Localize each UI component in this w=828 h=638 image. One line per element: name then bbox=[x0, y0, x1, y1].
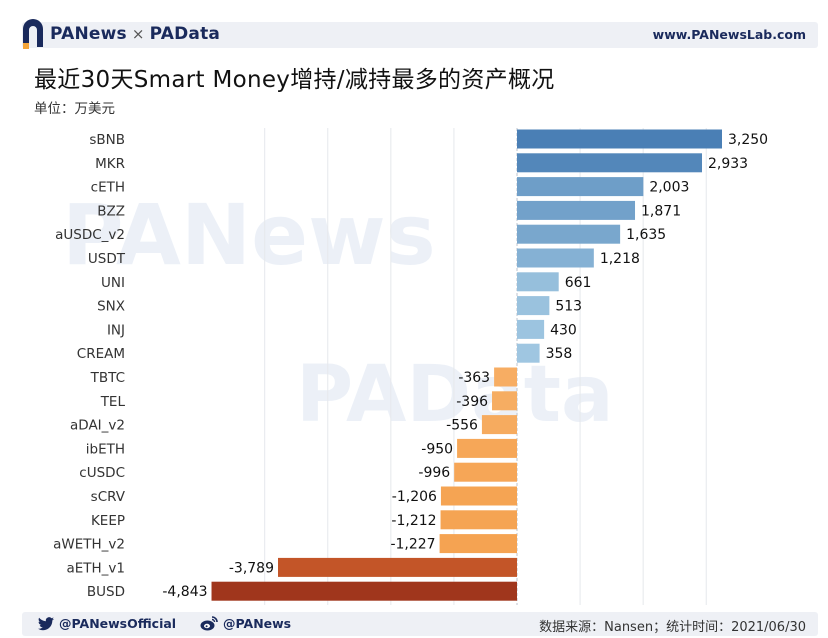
bar-MKR bbox=[517, 153, 703, 173]
footer-bar bbox=[22, 612, 818, 636]
value-label: 1,871 bbox=[641, 203, 681, 219]
bar-cETH bbox=[517, 177, 644, 197]
bar-aDAI_v2 bbox=[481, 415, 517, 435]
chart-title: 最近30天Smart Money增持/减持最多的资产概况 bbox=[34, 67, 555, 93]
category-label: sCRV bbox=[91, 489, 126, 505]
label-layer: sBNB 3,250 MKR 2,933 cETH 2,003 BZZ 1,871 aUSDC_… bbox=[53, 132, 768, 600]
grid-layer bbox=[264, 128, 707, 605]
bar-CREAM bbox=[517, 343, 540, 363]
footer-weibo[interactable]: @PANews bbox=[200, 616, 291, 631]
category-label: sBNB bbox=[89, 132, 125, 148]
value-label: -396 bbox=[456, 394, 488, 410]
category-label: BUSD bbox=[87, 584, 125, 600]
value-label: 2,003 bbox=[649, 180, 689, 196]
category-label: aDAI_v2 bbox=[70, 418, 125, 434]
category-label: KEEP bbox=[91, 513, 125, 529]
value-label: 358 bbox=[546, 346, 573, 362]
value-label: 2,933 bbox=[708, 156, 748, 172]
value-label: -1,206 bbox=[392, 489, 437, 505]
category-label: TEL bbox=[100, 394, 126, 410]
category-label: ibETH bbox=[86, 441, 125, 457]
weibo-handle: @PANews bbox=[223, 616, 292, 631]
header-bar bbox=[22, 22, 818, 48]
bar-cUSDC bbox=[454, 462, 517, 482]
bar-chart: sBNB 3,250 MKR 2,933 cETH 2,003 BZZ 1,871 aUSDC_… bbox=[53, 128, 768, 605]
bar-USDT bbox=[517, 248, 594, 268]
bar-TEL bbox=[492, 391, 517, 411]
category-label: INJ bbox=[107, 322, 125, 338]
category-label: cUSDC bbox=[79, 465, 125, 481]
value-label: 513 bbox=[555, 299, 582, 315]
bar-TBTC bbox=[494, 367, 517, 387]
brand-separator: × bbox=[131, 25, 145, 43]
brand: PANews × PAData bbox=[20, 14, 220, 54]
bar-INJ bbox=[517, 319, 545, 339]
bar-sBNB bbox=[517, 129, 722, 149]
bar-KEEP bbox=[440, 510, 517, 530]
footer-twitter[interactable]: @PANewsOfficial bbox=[38, 616, 176, 631]
category-label: UNI bbox=[101, 275, 125, 291]
value-label: 661 bbox=[565, 275, 592, 291]
category-label: aETH_v1 bbox=[66, 560, 125, 576]
value-label: -556 bbox=[446, 418, 478, 434]
data-source: 数据来源：Nansen；统计时间：2021/06/30 bbox=[539, 620, 806, 635]
weibo-icon bbox=[200, 616, 218, 631]
brand-name: PANews × PAData bbox=[50, 24, 220, 44]
value-label: -3,789 bbox=[229, 560, 274, 576]
bar-BZZ bbox=[517, 200, 636, 220]
bar-aWETH_v2 bbox=[439, 534, 517, 554]
bar-ibETH bbox=[457, 438, 517, 458]
category-label: TBTC bbox=[90, 370, 125, 386]
brand-left: PANews bbox=[50, 24, 127, 44]
category-label: BZZ bbox=[97, 203, 125, 219]
bar-aUSDC_v2 bbox=[517, 224, 621, 244]
brand-right: PAData bbox=[149, 24, 221, 44]
bar-UNI bbox=[517, 272, 559, 292]
site-url[interactable]: www.PANewsLab.com bbox=[652, 27, 806, 42]
value-label: -1,227 bbox=[390, 537, 435, 553]
category-label: aWETH_v2 bbox=[53, 537, 125, 553]
category-label: cETH bbox=[91, 180, 125, 196]
value-label: 3,250 bbox=[728, 132, 768, 148]
category-label: aUSDC_v2 bbox=[55, 227, 125, 243]
value-label: 1,635 bbox=[626, 227, 666, 243]
value-label: -363 bbox=[458, 370, 490, 386]
value-label: -950 bbox=[421, 441, 453, 457]
category-label: CREAM bbox=[77, 346, 125, 362]
bar-layer bbox=[211, 129, 722, 601]
value-label: -4,843 bbox=[162, 584, 207, 600]
twitter-icon bbox=[38, 616, 54, 630]
bar-sCRV bbox=[440, 486, 517, 506]
value-label: -1,212 bbox=[391, 513, 436, 529]
bar-aETH_v1 bbox=[278, 557, 517, 577]
category-label: SNX bbox=[97, 299, 125, 315]
value-label: 430 bbox=[550, 322, 577, 338]
value-label: 1,218 bbox=[600, 251, 640, 267]
category-label: USDT bbox=[88, 251, 126, 267]
bar-SNX bbox=[517, 296, 550, 316]
twitter-handle: @PANewsOfficial bbox=[59, 616, 177, 631]
bar-BUSD bbox=[211, 581, 517, 601]
chart-unit: 单位：万美元 bbox=[34, 101, 115, 117]
value-label: -996 bbox=[418, 465, 450, 481]
panews-logo-icon bbox=[23, 19, 43, 49]
category-label: MKR bbox=[95, 156, 125, 172]
